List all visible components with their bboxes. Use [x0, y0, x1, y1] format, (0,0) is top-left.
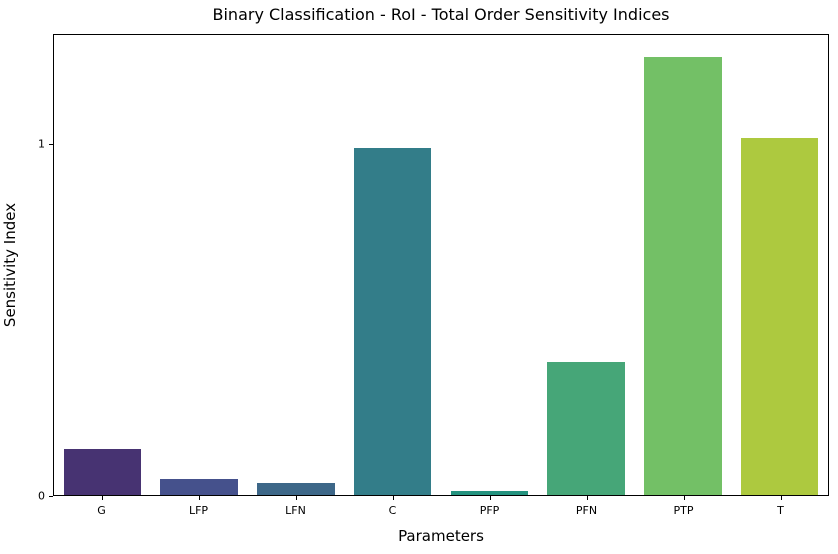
x-tick-label-c: C	[388, 504, 397, 517]
bar-g	[63, 449, 142, 495]
x-tick-label-lfn: LFN	[285, 504, 306, 517]
x-tick-label-pfp: PFP	[479, 504, 500, 517]
x-tick-mark-pfp	[489, 496, 491, 500]
x-axis-label: Parameters	[398, 527, 484, 545]
x-tick-mark-c	[392, 496, 394, 500]
x-tick-mark-ptp	[683, 496, 685, 500]
x-tick-mark-pfn	[586, 496, 588, 500]
bar-lfp	[160, 479, 238, 495]
x-tick-label-lfp: LFP	[188, 504, 209, 517]
x-tick-label-g: G	[97, 504, 106, 517]
x-tick-mark-lfp	[198, 496, 200, 500]
y-tick-mark-0	[49, 495, 53, 497]
bar-ptp	[644, 56, 722, 495]
x-axis-ticks: G LFP LFN C PFP PFN PTP T	[53, 496, 829, 526]
x-tick-label-t: T	[777, 504, 784, 517]
chart-title: Binary Classification - RoI - Total Orde…	[212, 5, 670, 24]
plot-area	[53, 34, 829, 496]
bar-pfp	[450, 491, 529, 495]
x-tick-mark-lfn	[295, 496, 297, 500]
x-tick-mark-t	[780, 496, 782, 500]
y-tick-label-0: 0	[38, 489, 45, 503]
y-tick-label-1: 1	[38, 137, 45, 151]
x-tick-label-pfn: PFN	[575, 504, 598, 517]
bar-t	[740, 137, 819, 495]
x-tick-mark-g	[101, 496, 103, 500]
x-tick-label-ptp: PTP	[673, 504, 694, 517]
y-tick-mark-1	[49, 143, 53, 145]
bar-c	[353, 148, 432, 495]
bar-pfn	[547, 361, 625, 495]
bar-lfn	[257, 483, 335, 495]
